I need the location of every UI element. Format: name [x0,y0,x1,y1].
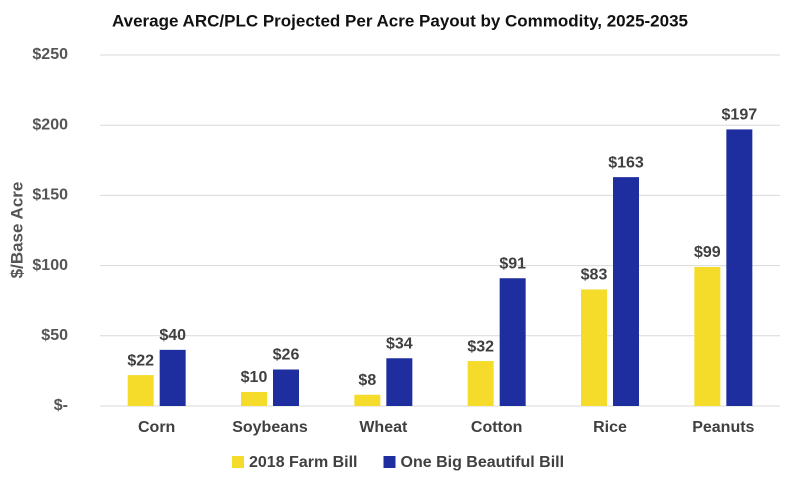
value-label: $22 [127,352,154,369]
y-tick-label: $200 [32,116,68,133]
x-tick-label: Cotton [471,419,523,436]
x-tick-label: Corn [138,419,175,436]
x-tick-label: Rice [593,419,627,436]
y-tick-label: $- [54,397,68,414]
value-label: $91 [499,255,526,272]
legend-label: One Big Beautiful Bill [401,454,565,471]
x-tick-label: Soybeans [232,419,308,436]
value-label: $40 [159,327,186,344]
y-tick-label: $100 [32,257,68,274]
value-label: $163 [608,154,644,171]
chart-title: Average ARC/PLC Projected Per Acre Payou… [112,11,688,30]
bar [354,394,381,406]
y-tick-label: $250 [32,46,68,63]
value-label: $32 [467,338,494,355]
bar [273,369,299,406]
y-axis-label: $/Base Acre [7,182,26,279]
value-label: $34 [386,335,413,352]
y-tick-label: $150 [32,187,68,204]
bar [467,361,494,406]
x-tick-label: Peanuts [692,419,754,436]
bar [386,358,413,406]
bar [613,177,639,406]
y-tick-label: $50 [41,327,68,344]
bar [127,375,154,406]
bar [694,267,721,406]
bar [241,391,267,406]
value-label: $83 [581,267,608,284]
bar [581,289,607,406]
legend-swatch [232,456,244,468]
legend-swatch [383,456,396,468]
value-label: $10 [241,369,268,386]
value-label: $197 [722,107,758,124]
legend-label: 2018 Farm Bill [249,454,358,471]
bar [499,278,526,406]
value-label: $99 [694,244,721,261]
bar [726,129,753,407]
x-tick-label: Wheat [359,419,408,436]
value-label: $8 [358,372,376,389]
value-label: $26 [273,347,300,364]
bar [159,349,186,406]
